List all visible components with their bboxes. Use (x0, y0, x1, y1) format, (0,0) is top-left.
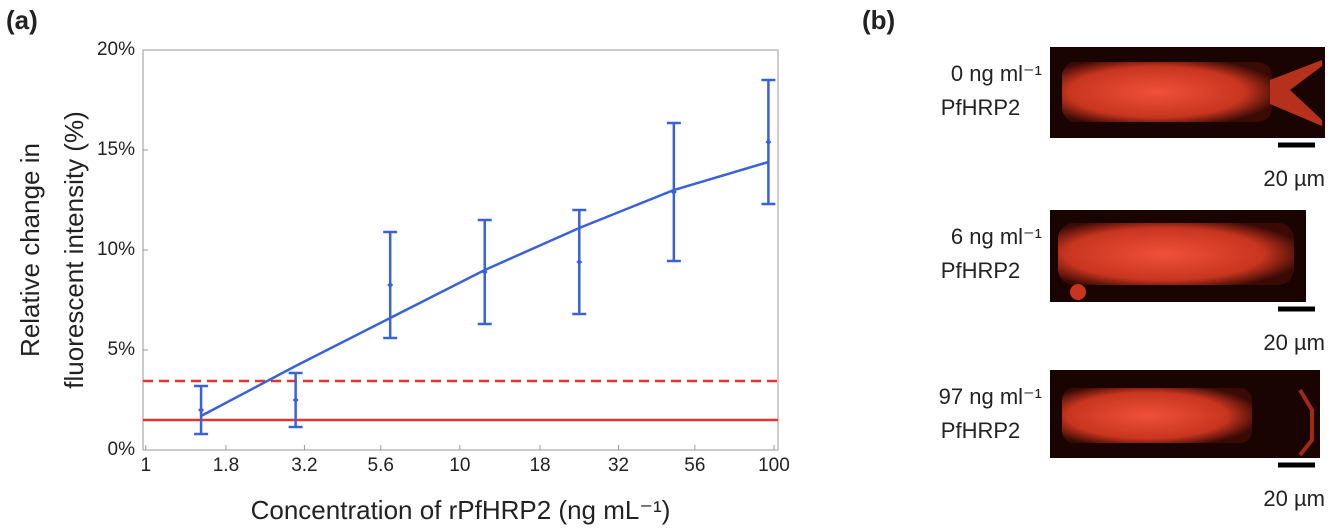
micrograph (1050, 370, 1320, 458)
mean-marker (292, 397, 299, 403)
scale-label: 20 µm (1263, 486, 1325, 511)
x-tick-label: 1.8 (213, 455, 239, 476)
x-tick-label: 100 (758, 455, 790, 476)
y-tick-label: 5% (108, 339, 136, 360)
scale-label: 20 µm (1263, 330, 1325, 355)
mean-marker (387, 282, 394, 288)
x-tick-label: 56 (684, 455, 705, 476)
y-axis-label: fluorescent intensity (%) (59, 111, 89, 388)
y-tick-label: 15% (97, 139, 135, 160)
concentration-label: 0 ng ml⁻¹ (951, 61, 1042, 86)
y-tick-label: 0% (108, 439, 136, 460)
x-tick-label: 32 (608, 455, 629, 476)
x-tick-label: 18 (529, 455, 550, 476)
protein-label: PfHRP2 (941, 258, 1020, 283)
x-axis-label: Concentration of rPfHRP2 (ng mL⁻¹) (251, 495, 671, 525)
protein-label: PfHRP2 (941, 95, 1020, 120)
micrograph (1050, 210, 1306, 302)
x-tick-label: 3.2 (291, 455, 317, 476)
x-tick-label: 5.6 (368, 455, 394, 476)
mean-marker (576, 259, 583, 265)
protein-label: PfHRP2 (941, 418, 1020, 443)
mean-marker (198, 407, 205, 413)
x-tick-label: 10 (449, 455, 470, 476)
micrograph (1050, 47, 1325, 138)
y-tick-label: 10% (97, 239, 135, 260)
mean-marker (765, 139, 772, 145)
panel-label: (b) (862, 5, 895, 35)
scale-label: 20 µm (1263, 166, 1325, 191)
fit-curve (200, 160, 769, 418)
plot-frame (142, 49, 779, 451)
y-tick-label: 20% (97, 39, 135, 60)
concentration-label: 97 ng ml⁻¹ (939, 384, 1042, 409)
x-tick-label: 1 (140, 455, 151, 476)
y-axis-label: Relative change in (15, 143, 45, 357)
panel-label: (a) (6, 5, 38, 35)
concentration-label: 6 ng ml⁻¹ (951, 224, 1042, 249)
